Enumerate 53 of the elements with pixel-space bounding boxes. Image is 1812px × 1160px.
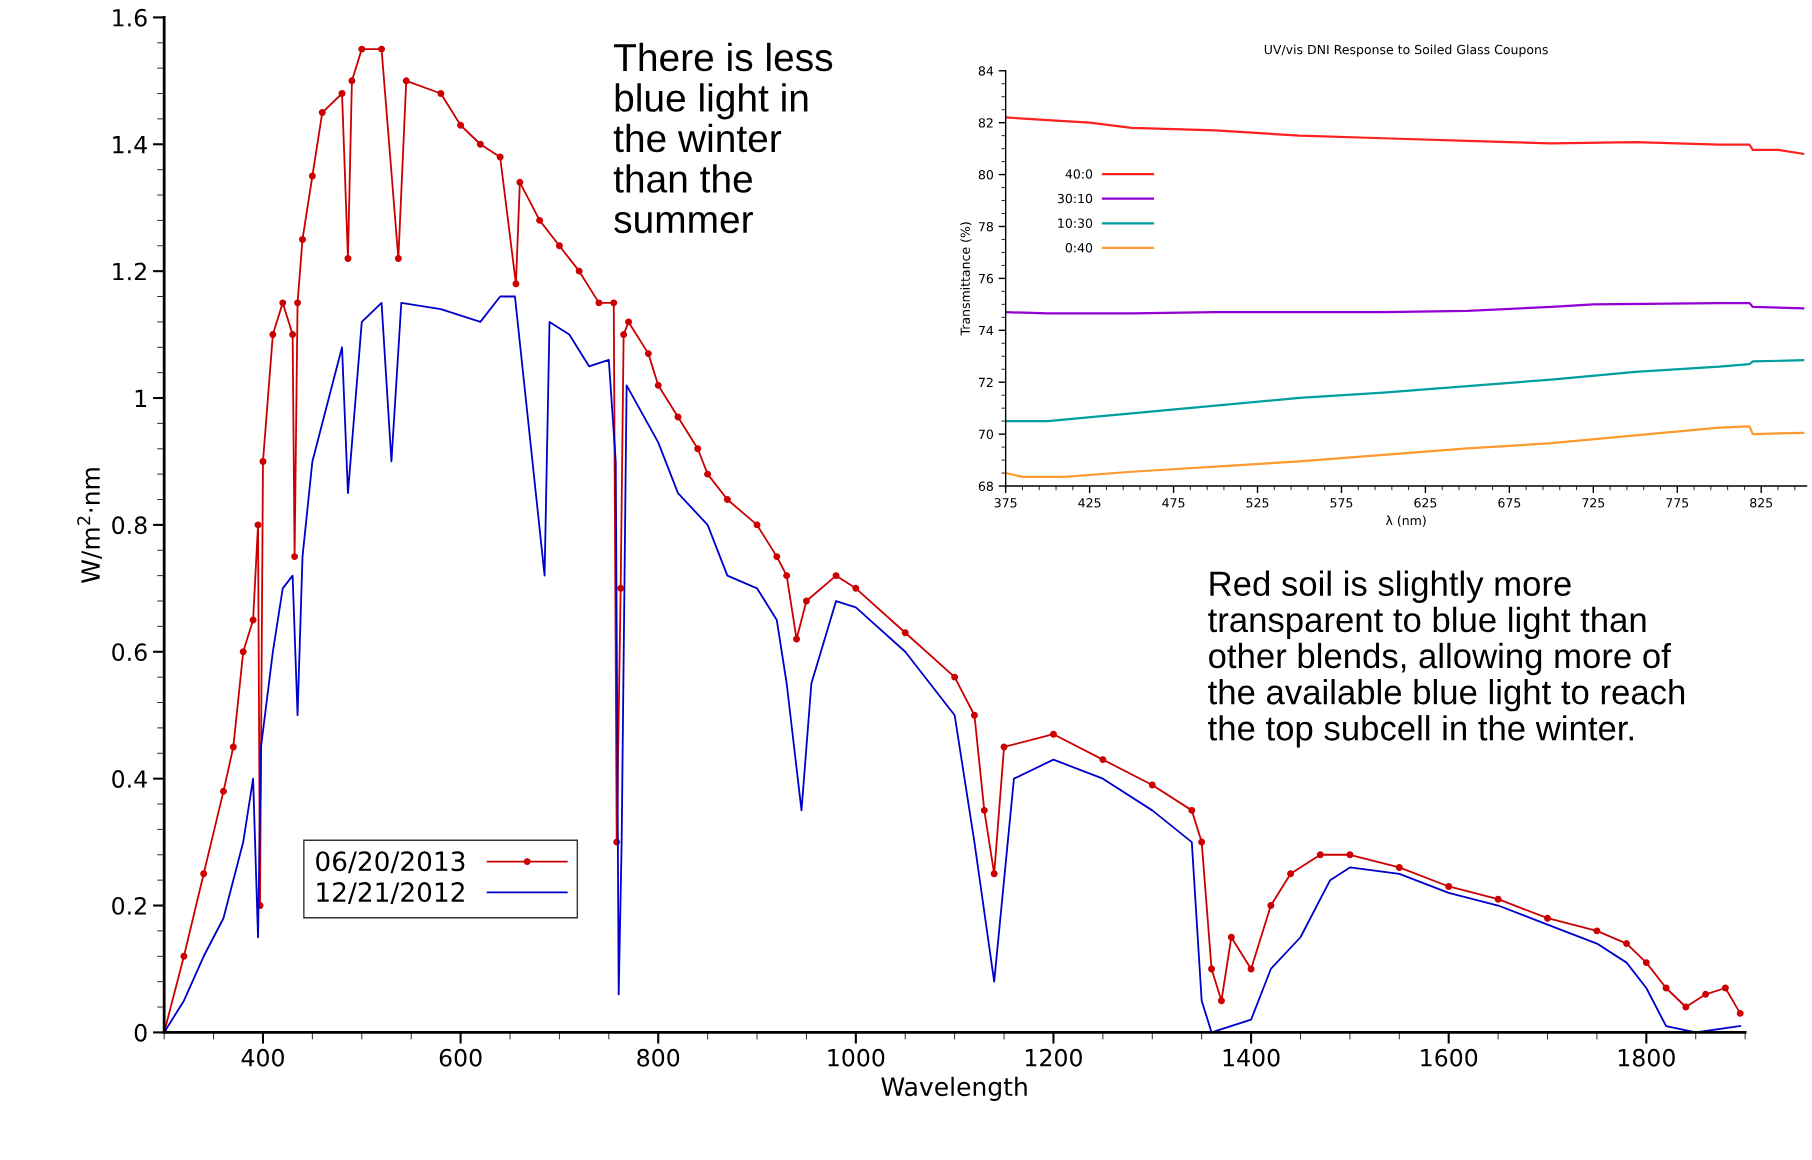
x-axis-title: λ (nm) — [1385, 515, 1426, 527]
y-tick-label: 78 — [978, 221, 993, 232]
y-tick-label: 1 — [135, 389, 147, 407]
x-tick-label: 1200 — [1026, 1048, 1082, 1067]
line-series — [1005, 116, 1805, 155]
x-tick-label: 575 — [1330, 498, 1353, 508]
x-tick-label: 475 — [1162, 498, 1185, 508]
legend-label: 40:0 — [1065, 169, 1093, 179]
y-tick-label: 82 — [978, 118, 993, 128]
annotation: There is less blue light in the winter than the summer — [613, 42, 833, 234]
legend-label: 30:10 — [1057, 193, 1093, 204]
y-tick-label: 80 — [978, 170, 994, 180]
y-tick-label: 1.4 — [113, 136, 147, 154]
y-tick-label: 1.2 — [113, 262, 146, 281]
y-axis-title: W/m$^{2}$·nm — [77, 468, 103, 583]
y-tick-label: 70 — [978, 429, 994, 440]
line-series — [1005, 359, 1805, 423]
x-tick-label: 375 — [994, 498, 1017, 508]
y-tick-label: 84 — [978, 66, 994, 76]
x-tick-label: 400 — [241, 1048, 284, 1067]
line-series — [1005, 425, 1805, 479]
y-tick-label: 74 — [978, 325, 994, 336]
y-tick-label: 0.6 — [112, 643, 147, 662]
line-series — [1005, 301, 1805, 315]
y-axis-title: Transmittance (%) — [960, 222, 972, 336]
legend-label: 06/20/2013 — [316, 851, 465, 874]
x-tick-label: 1000 — [828, 1048, 885, 1067]
chart-title: UV/vis DNI Response to Soiled Glass Coupons — [1264, 44, 1548, 57]
x-tick-label: 1800 — [1618, 1048, 1675, 1067]
x-tick-label: 1400 — [1223, 1048, 1280, 1067]
y-tick-label: 68 — [978, 481, 993, 491]
legend-label: 12/21/2012 — [317, 882, 464, 905]
x-tick-label: 675 — [1498, 498, 1521, 508]
x-tick-label: 800 — [637, 1048, 680, 1067]
y-tick-label: 76 — [978, 273, 994, 284]
legend-label: 10:30 — [1058, 218, 1093, 228]
x-tick-label: 600 — [439, 1048, 482, 1067]
y-tick-label: 1.6 — [113, 8, 147, 27]
legend-label: 0:40 — [1065, 243, 1093, 253]
x-tick-label: 525 — [1246, 498, 1269, 508]
x-tick-label: 1600 — [1421, 1048, 1478, 1067]
x-tick-label: 825 — [1750, 498, 1773, 508]
annotation: Red soil is slightly more transparent to blue light than other blends, allowing more of the available blue light to reach the top subcell in the winter. — [1208, 570, 1685, 748]
y-tick-label: 72 — [978, 377, 993, 387]
x-tick-label: 625 — [1414, 498, 1437, 508]
x-tick-label: 425 — [1078, 498, 1101, 508]
y-tick-label: 0.8 — [112, 516, 147, 535]
y-tick-label: 0.2 — [112, 896, 146, 915]
x-axis-title: Wavelength — [881, 1076, 1027, 1101]
y-tick-label: 0 — [134, 1023, 147, 1042]
y-tick-label: 0.4 — [112, 770, 147, 788]
x-tick-label: 725 — [1582, 498, 1605, 508]
x-tick-label: 775 — [1666, 498, 1689, 508]
